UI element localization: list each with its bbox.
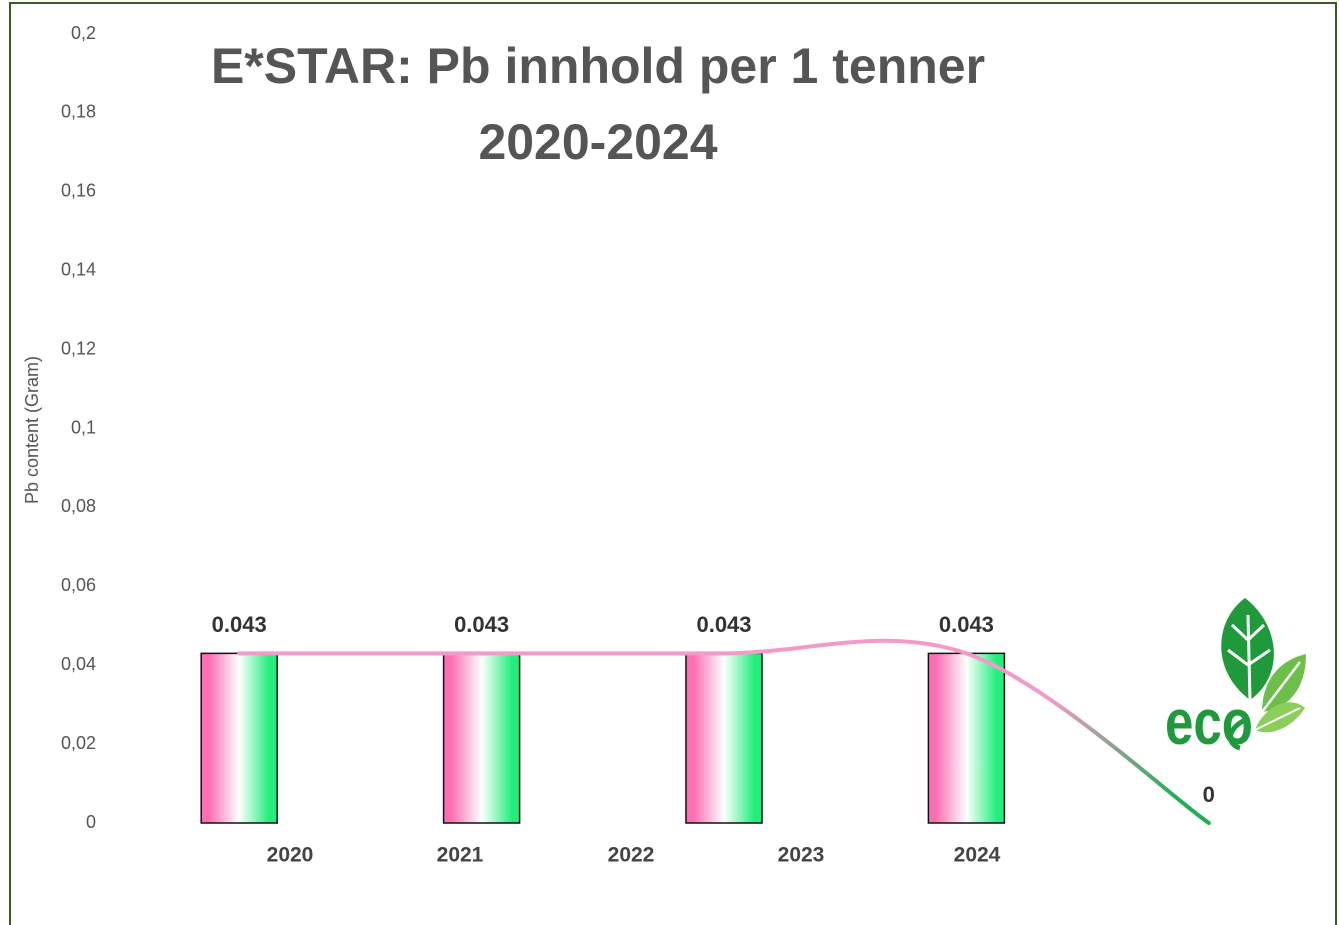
y-tick-label: 0,1 — [71, 417, 96, 437]
chart: E*STAR: Pb innhold per 1 tenner 2020-202… — [0, 0, 1339, 925]
x-tick-label: 2024 — [954, 844, 1001, 867]
x-tick-label: 2020 — [267, 844, 314, 867]
bar — [201, 653, 277, 823]
y-tick-label: 0,06 — [61, 575, 96, 595]
y-tick-label: 0,04 — [61, 654, 96, 674]
y-tick-label: 0,14 — [61, 259, 96, 279]
x-tick-label: 2021 — [437, 844, 484, 867]
x-tick-label: 2022 — [608, 844, 655, 867]
y-tick-label: 0,16 — [61, 181, 96, 201]
y-tick-label: 0 — [86, 812, 96, 832]
eco-logo: eco — [1165, 598, 1306, 758]
logo-text: eco — [1165, 686, 1253, 758]
y-tick-label: 0,02 — [61, 733, 96, 753]
x-tick-label: 2023 — [778, 844, 825, 867]
data-label: 0.043 — [454, 612, 509, 637]
bar — [928, 653, 1004, 823]
y-tick-label: 0,2 — [71, 23, 96, 43]
y-axis-label: Pb content (Gram) — [22, 356, 42, 504]
y-tick-label: 0,18 — [61, 102, 96, 122]
data-label: 0.043 — [939, 612, 994, 637]
data-label: 0 — [1203, 782, 1215, 807]
chart-title: E*STAR: Pb innhold per 1 tenner — [211, 38, 985, 94]
page: E*STAR: Pb innhold per 1 tenner 2020-202… — [0, 0, 1339, 925]
chart-title: 2020-2024 — [478, 114, 717, 170]
y-tick-label: 0,08 — [61, 496, 96, 516]
y-tick-label: 0,12 — [61, 338, 96, 358]
data-label: 0.043 — [696, 612, 751, 637]
bar — [444, 653, 520, 823]
bar — [686, 653, 762, 823]
data-label: 0.043 — [212, 612, 267, 637]
